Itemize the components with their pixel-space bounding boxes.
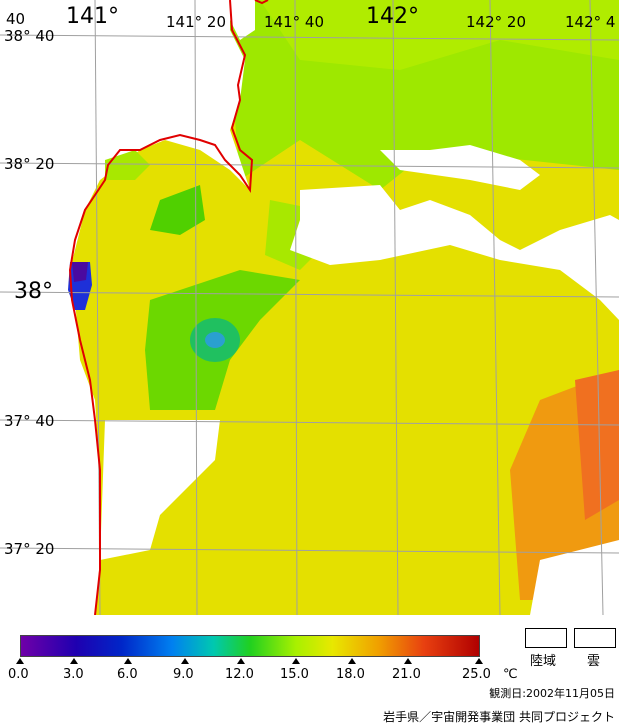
tick-15: [292, 658, 300, 664]
tick-25: [475, 658, 483, 664]
legend: 0.0 3.0 6.0 9.0 12.0 15.0 18.0 21.0 25.0…: [0, 615, 619, 725]
unit-label: ℃: [503, 667, 518, 682]
tick-18: [348, 658, 356, 664]
coastline-north: [254, 0, 269, 5]
tick-label: 21.0: [392, 667, 421, 682]
lon-label-142: 142°: [366, 4, 419, 29]
tick-label: 15.0: [280, 667, 309, 682]
land: [0, 0, 250, 615]
bay: [105, 150, 150, 180]
lon-label-141-20: 141° 20: [166, 13, 226, 31]
tick-6: [124, 658, 132, 664]
corner-label: 40: [6, 10, 26, 28]
lon-label-141: 141°: [66, 4, 119, 29]
tick-label: 0.0: [8, 667, 29, 682]
land-label: 陸域: [530, 654, 557, 669]
cloud-swatch: [574, 628, 616, 648]
sea-surface-temperature-map: 141° 141° 20 141° 40 142° 142° 20 142° 4…: [0, 0, 619, 615]
tick-label: 3.0: [63, 667, 84, 682]
cold-coastal-core: [72, 262, 88, 282]
tick-21: [404, 658, 412, 664]
tick-12: [237, 658, 245, 664]
map-graphic: [0, 0, 619, 615]
lat-label-38-40: 38° 40: [4, 27, 55, 45]
cloud-band-2: [380, 145, 540, 190]
northern-waters-2: [260, 0, 619, 70]
lat-label-38: 38°: [14, 279, 53, 304]
cloud-label: 雲: [587, 654, 601, 669]
credit-text: 岩手県／宇宙開発事業団 共同プロジェクト: [383, 710, 615, 724]
green-patch-2: [150, 185, 205, 235]
color-scale-bar: [20, 635, 480, 657]
land-swatch: [525, 628, 567, 648]
tick-9: [181, 658, 189, 664]
lon-label-141-40: 141° 40: [264, 13, 324, 31]
tick-3: [70, 658, 78, 664]
tick-label: 25.0: [462, 667, 491, 682]
coastline: [68, 0, 254, 615]
land-north: [220, 0, 255, 40]
lat-label-37-40: 37° 40: [4, 412, 55, 430]
tick-label: 12.0: [225, 667, 254, 682]
cloud-band: [290, 185, 619, 320]
lat-label-37-20: 37° 20: [4, 540, 55, 558]
tick-label: 18.0: [336, 667, 365, 682]
cloud-land-south: [100, 420, 220, 560]
tick-label: 6.0: [117, 667, 138, 682]
tick-0: [16, 658, 24, 664]
tick-label: 9.0: [173, 667, 194, 682]
lon-label-142-20: 142° 20: [466, 13, 526, 31]
lon-label-142-40: 142° 4: [565, 13, 616, 31]
warm-core: [575, 370, 619, 520]
lat-label-38-20: 38° 20: [4, 155, 55, 173]
observation-date: 観測日:2002年11月05日: [489, 687, 615, 700]
cool-spot-core: [205, 332, 225, 348]
cloud-se: [530, 540, 619, 615]
